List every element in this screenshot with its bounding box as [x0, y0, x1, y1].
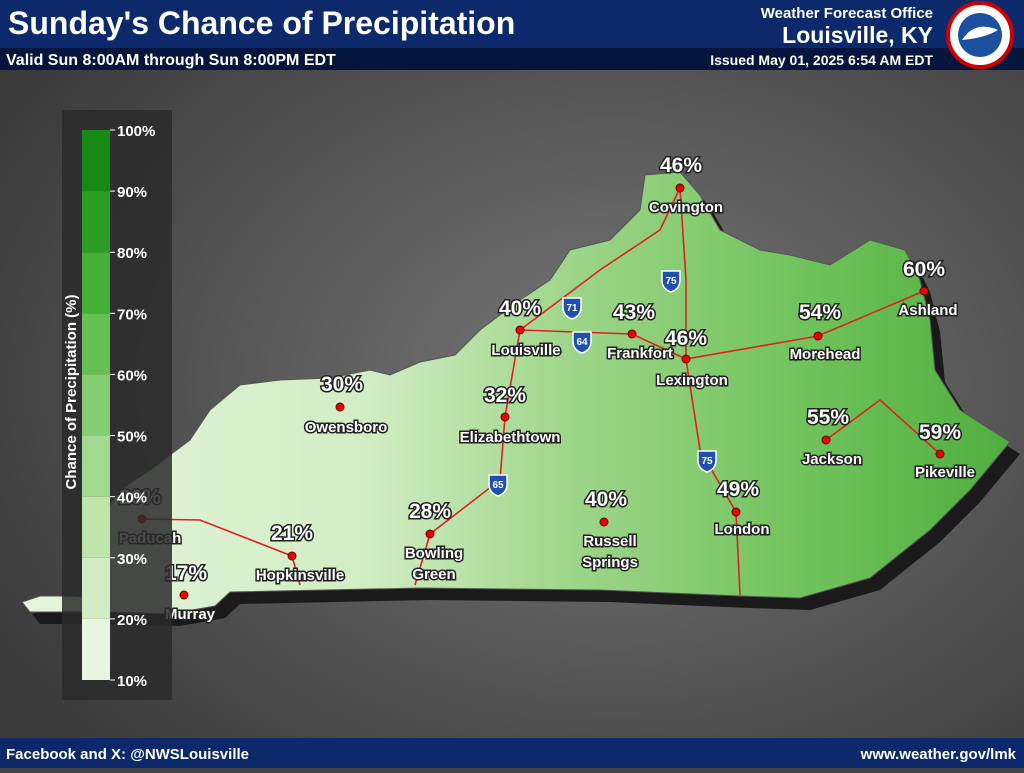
shield — [697, 450, 717, 473]
interstate-number: 75 — [701, 456, 713, 467]
city-value: 60% — [903, 258, 945, 281]
city-value: 46% — [665, 327, 707, 350]
city-dot — [515, 325, 525, 335]
city-value: 54% — [799, 301, 841, 324]
color-band — [82, 374, 110, 436]
city-name: Murray — [165, 606, 216, 623]
city-dot — [287, 551, 297, 561]
city-name: Springs — [582, 554, 638, 571]
city-value: 43% — [613, 301, 655, 324]
city-value: 40% — [585, 488, 627, 511]
city-dot — [675, 183, 685, 193]
legend-tick-label: 60% — [117, 367, 147, 384]
header-subbar — [0, 48, 1024, 70]
city-name: Louisville — [491, 342, 560, 359]
legend-tick-label: 100% — [117, 123, 155, 140]
city-dot — [935, 449, 945, 459]
social: Facebook and X: @NWSLouisville — [6, 746, 249, 763]
city-dot — [813, 331, 823, 341]
city-dot — [335, 402, 345, 412]
city-name: Ashland — [898, 302, 957, 319]
interstate-number: 71 — [566, 303, 578, 314]
title: Sunday's Chance of Precipitation — [8, 5, 515, 41]
city-name: Green — [412, 566, 455, 583]
legend-tick-label: 50% — [117, 429, 147, 446]
color-band — [82, 252, 110, 314]
issued: Issued May 01, 2025 6:54 AM EDT — [710, 52, 933, 68]
color-band — [82, 191, 110, 253]
city-value: 46% — [660, 154, 702, 177]
city-name: Pikeville — [915, 464, 975, 481]
city-value: 30% — [321, 373, 363, 396]
city-name: Hopkinsville — [256, 567, 344, 584]
city-value: 59% — [919, 421, 961, 444]
city-dot — [599, 517, 609, 527]
city-dot — [681, 354, 691, 364]
color-band — [82, 313, 110, 375]
footer-bar — [0, 738, 1024, 768]
color-band — [82, 618, 110, 680]
city-name: Russell — [583, 533, 636, 550]
city-dot — [731, 507, 741, 517]
shield — [488, 474, 508, 497]
legend: 10% 20% 30% 40% 50% 60% 70% 80% 90% 100% — [82, 123, 155, 690]
city-value: 21% — [271, 522, 313, 545]
legend-tick-label: 20% — [117, 612, 147, 629]
legend-tick-label: 30% — [117, 551, 147, 568]
interstate-number: 75 — [665, 276, 677, 287]
city-name: Bowling — [405, 545, 463, 562]
color-band — [82, 130, 110, 192]
legend-tick-label: 80% — [117, 245, 147, 262]
city-name: Owensboro — [305, 419, 388, 436]
interstate-number: 65 — [492, 480, 504, 491]
url: www.weather.gov/lmk — [860, 746, 1017, 763]
color-band — [82, 557, 110, 619]
city-dot — [627, 329, 637, 339]
city-value: 40% — [499, 297, 541, 320]
shield — [562, 297, 582, 320]
nws-logo — [946, 1, 1014, 69]
shield — [661, 270, 681, 293]
city-value: 49% — [717, 478, 759, 501]
office: Weather Forecast Office — [761, 5, 933, 22]
city-name: Jackson — [802, 451, 862, 468]
color-band — [82, 496, 110, 558]
interstate-number: 64 — [576, 337, 588, 348]
legend-box — [62, 110, 172, 700]
city-dot — [821, 435, 831, 445]
city-value: 28% — [409, 500, 451, 523]
city-value: 32% — [484, 384, 526, 407]
city-dot — [425, 529, 435, 539]
cities: 46% Covington 60% Ashland 40% Louisville 43% Fr… — [117, 153, 976, 625]
color-band — [82, 435, 110, 497]
city-name: Frankfort — [607, 345, 673, 362]
interstates: 71 64 75 75 65 — [488, 270, 717, 497]
city-name: Morehead — [790, 346, 861, 363]
legend-tick-label: 90% — [117, 184, 147, 201]
city-dot — [919, 286, 929, 296]
legend-tick-label: 70% — [117, 306, 147, 323]
city-value: 55% — [807, 406, 849, 429]
city-name: London — [715, 521, 770, 538]
location: Louisville, KY — [782, 22, 933, 48]
city-name: Elizabethtown — [460, 429, 561, 446]
city-name: Covington — [649, 199, 723, 216]
city-name: Lexington — [656, 372, 728, 389]
legend-tick-label: 40% — [117, 490, 147, 507]
valid-time: Valid Sun 8:00AM through Sun 8:00PM EDT — [6, 52, 336, 69]
shield — [572, 331, 592, 354]
kentucky — [21, 171, 1011, 615]
city-dot — [179, 590, 189, 600]
legend-label: Chance of Precipitation (%) — [63, 294, 80, 489]
legend-tick-label: 10% — [117, 673, 147, 690]
city-dot — [500, 412, 510, 422]
